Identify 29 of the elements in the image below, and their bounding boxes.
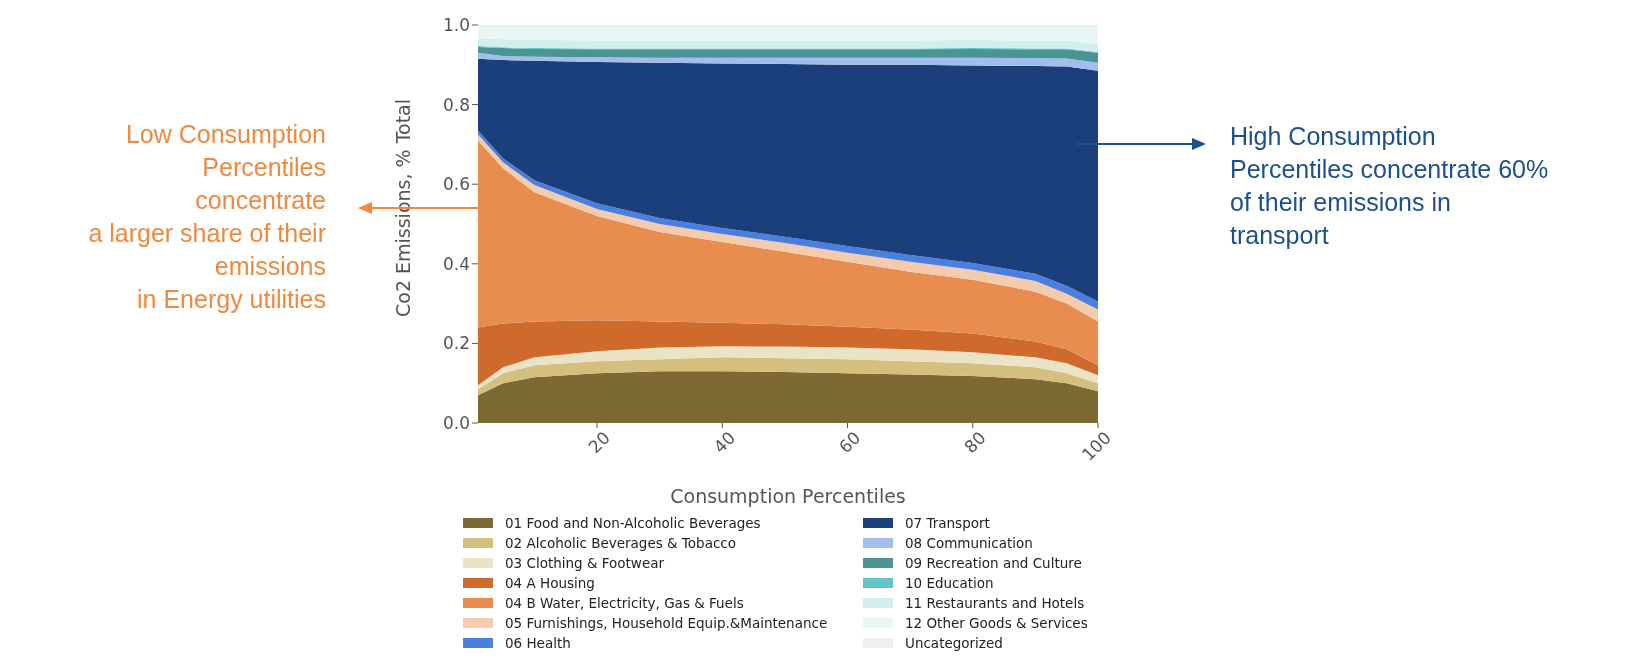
text: High Consumption Percentiles concentrate 60% of their emissions in transport (1230, 121, 1549, 251)
x-tick-label: 80 (960, 427, 990, 457)
y-tick-label: 0.2 (442, 333, 470, 354)
y-tick-label: 0.6 (442, 174, 470, 195)
legend-label: 12 Other Goods & Services (905, 615, 1088, 631)
legend-label: 04 B Water, Electricity, Gas & Fuels (505, 595, 744, 611)
legend-label: 05 Furnishings, Household Equip.&Maintenance (505, 615, 828, 631)
x-axis-title: Consumption Percentiles (670, 485, 906, 507)
legend-label: 08 Communication (905, 535, 1033, 551)
y-axis-title: Co2 Emissions, % Total (392, 99, 414, 317)
legend-label: 09 Recreation and Culture (905, 555, 1082, 571)
legend-label: Uncategorized (905, 635, 1003, 651)
legend-label: 02 Alcoholic Beverages & Tobacco (505, 535, 737, 551)
text: Low Consumption Percentiles concentrate a larger share of their emissions in Energy utilities (88, 119, 326, 315)
x-tick-label: 40 (709, 427, 740, 457)
x-tick-label: 60 (835, 427, 865, 457)
y-tick-label: 0.8 (442, 94, 470, 115)
y-tick-label: 0.4 (442, 253, 470, 274)
y-tick-label: 1.0 (442, 15, 470, 36)
y-tick-label: 0.0 (442, 413, 470, 434)
x-tick-label: 100 (1077, 427, 1115, 465)
legend-label: 01 Food and Non-Alcoholic Beverages (505, 515, 761, 531)
legend-label: 07 Transport (905, 515, 990, 531)
legend-label: 04 A Housing (505, 575, 595, 591)
x-tick-label: 20 (584, 427, 614, 457)
legend-label: 10 Education (905, 575, 994, 591)
legend-label: 11 Restaurants and Hotels (905, 595, 1085, 611)
legend-label: 06 Health (505, 635, 571, 651)
legend-label: 03 Clothing & Footwear (505, 555, 665, 571)
